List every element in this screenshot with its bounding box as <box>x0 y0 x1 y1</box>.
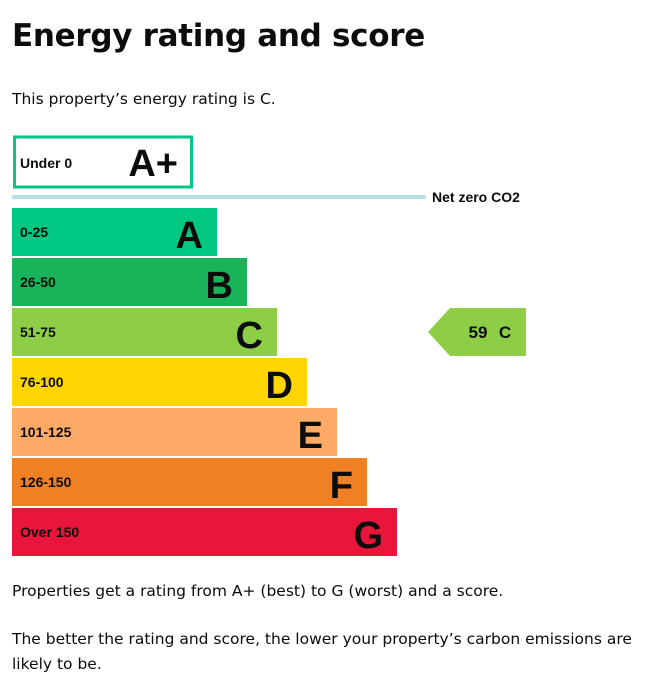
band-f-letter: F <box>330 465 353 507</box>
band-f-range: 126-150 <box>20 474 72 490</box>
band-c-range: 51-75 <box>20 324 56 340</box>
band-f-bar <box>12 458 367 506</box>
net-zero-label: Net zero CO2 <box>432 189 520 205</box>
band-c-letter: C <box>236 315 263 357</box>
band-b: 26-50 B <box>12 258 247 307</box>
band-a: 0-25 A <box>12 208 217 257</box>
band-g-letter: G <box>353 515 383 557</box>
band-b-range: 26-50 <box>20 274 56 290</box>
page-title: Energy rating and score <box>12 18 425 54</box>
band-f: 126-150 F <box>12 458 367 507</box>
band-c: 51-75 C <box>12 308 277 357</box>
band-a-range: 0-25 <box>20 224 48 240</box>
rating-bands: 0-25 A 26-50 B 51-75 C 76-100 D 101-125 E 126-150 F… <box>12 208 397 557</box>
band-e: 101-125 E <box>12 408 337 457</box>
band-e-range: 101-125 <box>20 424 72 440</box>
band-e-bar <box>12 408 337 456</box>
current-rating-arrow <box>428 308 526 356</box>
band-g-range: Over 150 <box>20 524 79 540</box>
band-g-bar <box>12 508 397 556</box>
current-rating-letter: C <box>499 323 511 342</box>
band-b-bar <box>12 258 247 306</box>
energy-rating-chart: Under 0 A+ Net zero CO2 0-25 A26-50 B51-75… <box>12 135 526 557</box>
band-b-letter: B <box>206 265 233 307</box>
band-a-bar <box>12 208 217 256</box>
current-rating-indicator: 59 C <box>428 308 526 356</box>
band-c-bar <box>12 308 277 356</box>
band-a-plus: Under 0 A+ <box>13 135 193 189</box>
band-a-plus-range: Under 0 <box>20 155 72 171</box>
emissions-explanation: The better the rating and score, the low… <box>12 630 632 673</box>
band-e-letter: E <box>298 415 323 457</box>
band-d-letter: D <box>266 365 293 407</box>
band-d-range: 76-100 <box>20 374 64 390</box>
rating-explanation: Properties get a rating from A+ (best) t… <box>12 582 504 600</box>
band-a-plus-box <box>13 135 193 189</box>
band-a-plus-letter: A+ <box>128 143 178 185</box>
band-d: 76-100 D <box>12 358 307 407</box>
band-a-letter: A <box>176 215 203 257</box>
current-score: 59 <box>469 323 488 342</box>
band-d-bar <box>12 358 307 406</box>
band-g: Over 150 G <box>12 508 397 557</box>
rating-summary: This property’s energy rating is C. <box>12 90 276 108</box>
